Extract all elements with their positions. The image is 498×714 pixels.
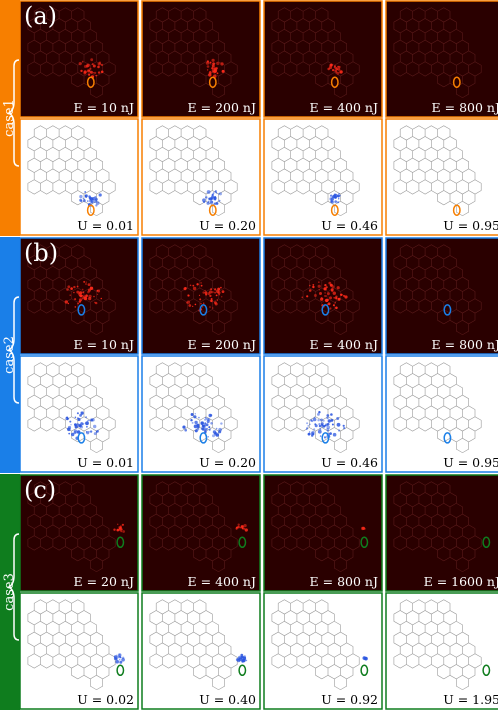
energy-label: E = 10 nJ (74, 100, 135, 115)
case-color-bar (0, 0, 20, 236)
coupling-label: U = 0.20 (199, 455, 256, 470)
emission-panel: E = 400 nJ (141, 474, 261, 592)
target-site-marker (482, 664, 491, 677)
panel-tag: (a) (24, 2, 57, 30)
density-panel: U = 0.01 (19, 118, 139, 236)
case-label: case1 (2, 99, 17, 137)
energy-label: E = 1600 nJ (424, 574, 498, 589)
emission-panel: E = 800 nJ (385, 0, 498, 118)
emission-panel: E = 20 nJ (19, 474, 139, 592)
coupling-label: U = 0.20 (199, 218, 256, 233)
target-site-marker (360, 664, 369, 677)
density-panel: U = 1.95 (385, 592, 498, 710)
energy-label: E = 10 nJ (74, 337, 135, 352)
target-site-marker (330, 204, 339, 216)
coupling-label: U = 1.95 (443, 692, 498, 707)
target-site-marker (482, 536, 491, 549)
coupling-label: U = 0.01 (77, 218, 134, 233)
coupling-label: U = 0.46 (321, 455, 378, 470)
target-site-marker (199, 432, 208, 444)
energy-label: E = 800 nJ (432, 100, 498, 115)
emission-panel: E = 400 nJ (263, 237, 383, 355)
target-site-marker (321, 304, 330, 316)
case-label: case2 (2, 336, 17, 374)
target-site-marker (116, 536, 125, 549)
target-site-marker (199, 304, 208, 316)
density-panel: U = 0.46 (263, 355, 383, 473)
target-site-marker (321, 432, 330, 444)
brace-icon (7, 533, 20, 641)
density-panel: U = 0.02 (19, 592, 139, 710)
panel-tag: (c) (24, 476, 56, 504)
density-panel: U = 0.95 (385, 355, 498, 473)
density-panel: U = 0.92 (263, 592, 383, 710)
panel-tag: (b) (24, 239, 58, 267)
case-label: case3 (2, 573, 17, 611)
energy-label: E = 400 nJ (188, 574, 256, 589)
emission-panel: E = 200 nJ (141, 0, 261, 118)
density-panel: U = 0.01 (19, 355, 139, 473)
target-site-marker (77, 432, 86, 444)
target-site-marker (77, 304, 86, 316)
emission-panel: E = 800 nJ (385, 237, 498, 355)
target-site-marker (86, 76, 95, 88)
target-site-marker (238, 536, 247, 549)
target-site-marker (452, 204, 461, 216)
coupling-label: U = 0.92 (321, 692, 378, 707)
energy-label: E = 200 nJ (188, 100, 256, 115)
coupling-label: U = 0.46 (321, 218, 378, 233)
density-panel: U = 0.40 (141, 592, 261, 710)
target-site-marker (86, 204, 95, 216)
energy-label: E = 800 nJ (432, 337, 498, 352)
case-block-case1: case1 E = 10 nJ U = 0.01 E = 200 nJ U = 0.20… (0, 0, 498, 236)
target-site-marker (238, 664, 247, 677)
target-site-marker (452, 76, 461, 88)
case-block-case3: case3 E = 20 nJ U = 0.02 E = 400 nJ U = 0.40… (0, 474, 498, 710)
density-panel: U = 0.46 (263, 118, 383, 236)
case-color-bar (0, 237, 20, 473)
target-site-marker (208, 204, 217, 216)
energy-label: E = 400 nJ (310, 337, 378, 352)
energy-label: E = 20 nJ (74, 574, 135, 589)
coupling-label: U = 0.95 (443, 455, 498, 470)
coupling-label: U = 0.95 (443, 218, 498, 233)
case-color-bar (0, 474, 20, 710)
emission-panel: E = 1600 nJ (385, 474, 498, 592)
energy-label: E = 200 nJ (188, 337, 256, 352)
energy-label: E = 800 nJ (310, 574, 378, 589)
target-site-marker (116, 664, 125, 677)
emission-panel: E = 10 nJ (19, 0, 139, 118)
brace-icon (7, 296, 20, 404)
coupling-label: U = 0.01 (77, 455, 134, 470)
density-panel: U = 0.20 (141, 355, 261, 473)
energy-label: E = 400 nJ (310, 100, 378, 115)
density-panel: U = 0.20 (141, 118, 261, 236)
target-site-marker (360, 536, 369, 549)
target-site-marker (330, 76, 339, 88)
density-panel: U = 0.95 (385, 118, 498, 236)
target-site-marker (443, 432, 452, 444)
emission-panel: E = 10 nJ (19, 237, 139, 355)
case-block-case2: case2 E = 10 nJ U = 0.01 E = 200 nJ U = 0.20… (0, 237, 498, 473)
emission-panel: E = 200 nJ (141, 237, 261, 355)
emission-panel: E = 800 nJ (263, 474, 383, 592)
target-site-marker (208, 76, 217, 88)
coupling-label: U = 0.40 (199, 692, 256, 707)
target-site-marker (443, 304, 452, 316)
emission-panel: E = 400 nJ (263, 0, 383, 118)
coupling-label: U = 0.02 (77, 692, 134, 707)
brace-icon (7, 59, 20, 167)
